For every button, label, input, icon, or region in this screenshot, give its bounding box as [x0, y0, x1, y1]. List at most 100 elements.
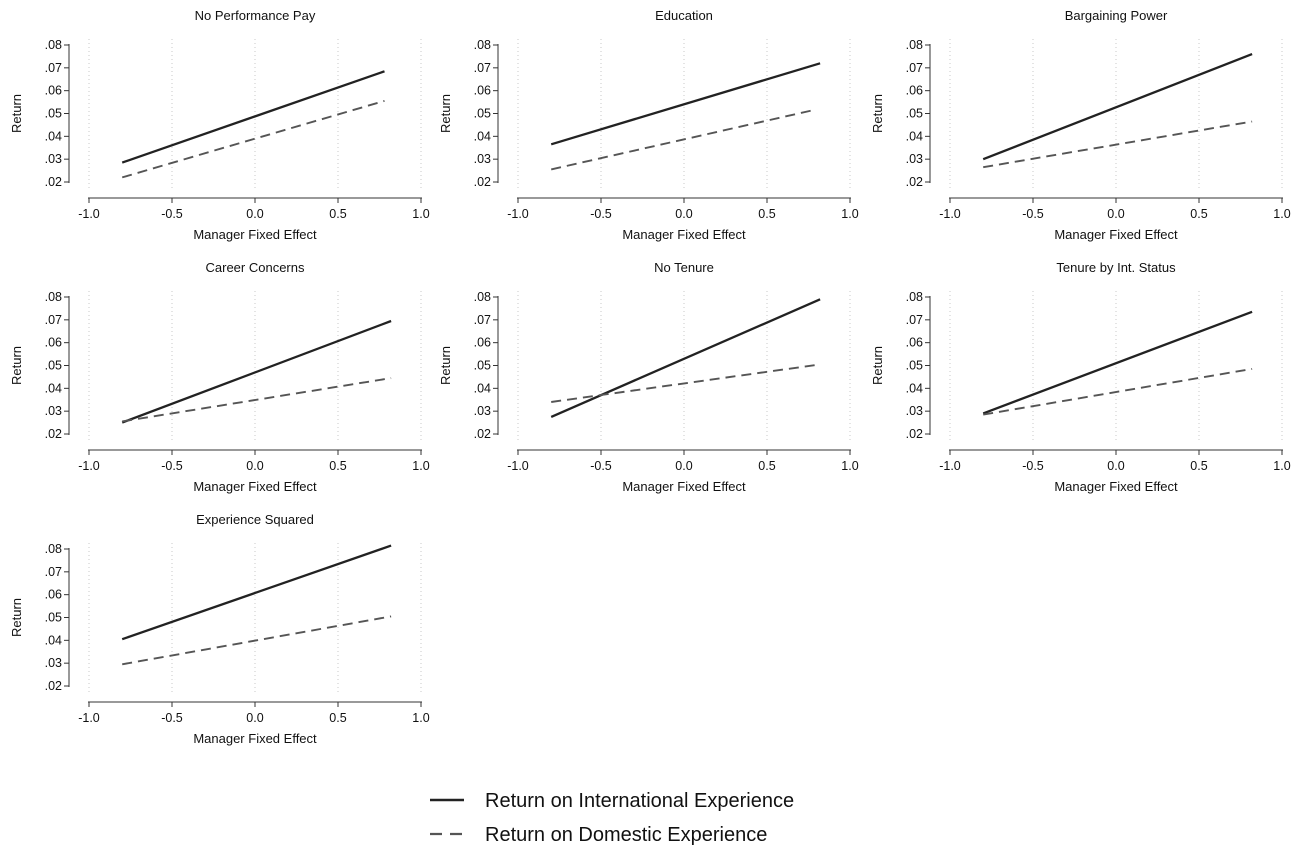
y-tick-label: .03	[906, 152, 923, 166]
y-tick-label: .08	[474, 290, 491, 304]
chart-panel: Career Concerns .02 .03 .04 .05 .06 .07 .08 -1.0…	[9, 260, 430, 494]
y-tick-label: .04	[906, 381, 923, 395]
x-tick-label: 1.0	[412, 711, 429, 725]
x-tick-label: 0.0	[246, 207, 263, 221]
y-axis-title: Return	[9, 598, 24, 637]
y-tick-label: .02	[906, 175, 923, 189]
x-tick-label: 0.0	[246, 711, 263, 725]
y-tick-label: .04	[45, 129, 62, 143]
domestic-series-line	[551, 363, 821, 403]
panel-title: Bargaining Power	[1065, 8, 1168, 23]
x-tick-label: -0.5	[590, 207, 612, 221]
x-axis-title: Manager Fixed Effect	[193, 227, 317, 242]
y-tick-label: .03	[45, 404, 62, 418]
y-tick-label: .06	[45, 588, 62, 602]
y-axis-title: Return	[9, 94, 24, 133]
x-tick-label: -1.0	[78, 711, 100, 725]
x-tick-label: -0.5	[161, 711, 183, 725]
y-tick-label: .04	[474, 129, 491, 143]
y-tick-label: .05	[45, 359, 62, 373]
x-tick-label: 0.0	[675, 207, 692, 221]
y-tick-label: .06	[474, 336, 491, 350]
y-tick-label: .08	[45, 542, 62, 556]
x-tick-label: -0.5	[1022, 207, 1044, 221]
x-tick-label: 1.0	[1273, 459, 1290, 473]
panel-title: Career Concerns	[206, 260, 305, 275]
x-tick-label: -0.5	[161, 459, 183, 473]
international-series-line	[982, 310, 1253, 415]
legend: Return on International Experience Return…	[430, 790, 794, 846]
x-tick-label: -1.0	[507, 207, 529, 221]
x-tick-label: 0.5	[1190, 459, 1207, 473]
y-tick-label: .02	[474, 427, 491, 441]
x-tick-label: -1.0	[939, 207, 961, 221]
y-tick-label: .02	[474, 175, 491, 189]
y-axis-title: Return	[438, 94, 453, 133]
domestic-series-line	[983, 120, 1253, 169]
panel-title: Experience Squared	[196, 512, 314, 527]
y-axis-title: Return	[438, 346, 453, 385]
x-tick-label: 1.0	[841, 207, 858, 221]
x-tick-label: 1.0	[841, 459, 858, 473]
y-tick-label: .06	[906, 84, 923, 98]
y-tick-label: .06	[45, 84, 62, 98]
x-tick-label: -1.0	[78, 207, 100, 221]
y-tick-label: .02	[45, 427, 62, 441]
y-tick-label: .03	[474, 404, 491, 418]
panel-title: Tenure by Int. Status	[1056, 260, 1176, 275]
panel-title: No Performance Pay	[195, 8, 316, 23]
x-tick-label: 0.5	[329, 207, 346, 221]
panel-title: Education	[655, 8, 713, 23]
x-tick-label: 1.0	[1273, 207, 1290, 221]
x-axis-title: Manager Fixed Effect	[622, 479, 746, 494]
y-tick-label: .02	[45, 679, 62, 693]
x-tick-label: -0.5	[1022, 459, 1044, 473]
x-axis-title: Manager Fixed Effect	[1054, 479, 1178, 494]
y-tick-label: .06	[906, 336, 923, 350]
y-tick-label: .08	[45, 290, 62, 304]
y-tick-label: .08	[906, 290, 923, 304]
domestic-series-line	[122, 377, 392, 423]
domestic-series-line	[122, 615, 392, 666]
y-tick-label: .07	[906, 313, 923, 327]
international-series-line	[550, 298, 821, 418]
y-tick-label: .08	[906, 38, 923, 52]
y-tick-label: .07	[45, 565, 62, 579]
y-tick-label: .03	[906, 404, 923, 418]
x-tick-label: 0.5	[1190, 207, 1207, 221]
y-tick-label: .07	[45, 61, 62, 75]
x-tick-label: 1.0	[412, 459, 429, 473]
y-tick-label: .08	[474, 38, 491, 52]
y-tick-label: .07	[906, 61, 923, 75]
domestic-series-line	[121, 99, 385, 179]
x-tick-label: -1.0	[78, 459, 100, 473]
x-tick-label: 0.0	[675, 459, 692, 473]
chart-panel: No Tenure .02 .03 .04 .05 .06 .07 .08 -1.0 -0.5 0.…	[438, 260, 859, 494]
x-tick-label: -1.0	[939, 459, 961, 473]
x-axis-title: Manager Fixed Effect	[1054, 227, 1178, 242]
y-tick-label: .07	[45, 313, 62, 327]
international-series-line	[982, 53, 1253, 161]
y-tick-label: .05	[474, 107, 491, 121]
x-tick-label: 0.5	[329, 711, 346, 725]
x-tick-label: -0.5	[590, 459, 612, 473]
y-tick-label: .04	[45, 381, 62, 395]
y-tick-label: .04	[906, 129, 923, 143]
y-axis-title: Return	[870, 94, 885, 133]
chart-panel: Bargaining Power .02 .03 .04 .05 .06 .07 .08 -1.…	[870, 8, 1291, 242]
x-tick-label: -1.0	[507, 459, 529, 473]
y-tick-label: .07	[474, 313, 491, 327]
x-tick-label: 0.0	[1107, 459, 1124, 473]
x-tick-label: -0.5	[161, 207, 183, 221]
y-tick-label: .02	[906, 427, 923, 441]
x-tick-label: 1.0	[412, 207, 429, 221]
y-tick-label: .04	[45, 633, 62, 647]
y-tick-label: .06	[45, 336, 62, 350]
x-axis-title: Manager Fixed Effect	[193, 479, 317, 494]
y-axis-title: Return	[870, 346, 885, 385]
chart-panel: Experience Squared .02 .03 .04 .05 .06 .07 .08 -…	[9, 512, 430, 746]
chart-panel: No Performance Pay .02 .03 .04 .05 .06 .07 .08 -…	[9, 8, 430, 242]
legend-label: Return on Domestic Experience	[485, 824, 767, 846]
domestic-series-line	[983, 367, 1253, 416]
